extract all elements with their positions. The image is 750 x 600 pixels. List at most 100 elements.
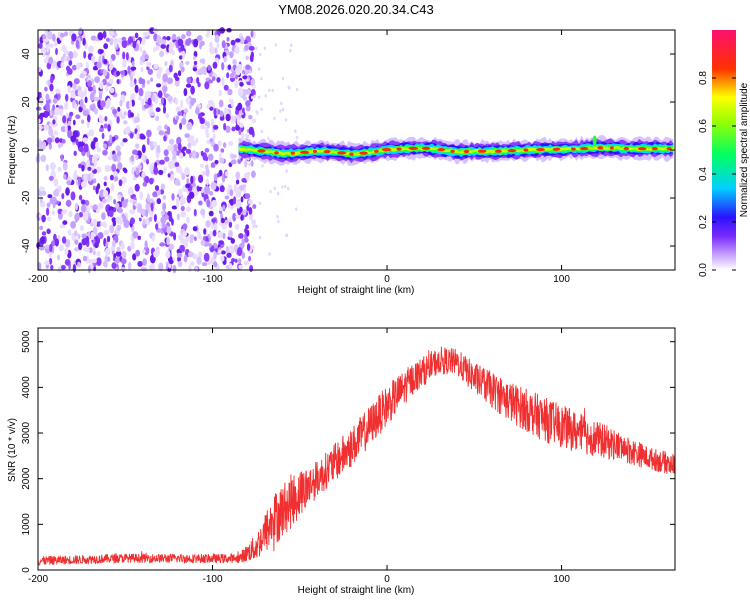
noise-cell xyxy=(236,188,242,196)
noise-cell xyxy=(255,46,258,51)
noise-cell xyxy=(181,117,187,125)
noise-cell xyxy=(235,179,240,185)
noise-cell xyxy=(78,106,83,113)
noise-cell xyxy=(144,240,148,250)
snr-frame xyxy=(37,327,676,571)
noise-cell xyxy=(107,165,113,172)
noise-cell xyxy=(152,191,158,198)
noise-cell xyxy=(174,162,180,167)
noise-cell xyxy=(70,191,76,201)
noise-cell xyxy=(241,251,246,259)
noise-cell xyxy=(154,96,159,104)
noise-cell xyxy=(163,81,168,86)
noise-cell xyxy=(264,93,267,98)
noise-cell xyxy=(82,37,86,46)
noise-cell xyxy=(75,40,80,49)
chart-title: YM08.2026.020.20.34.C43 xyxy=(278,2,433,17)
noise-cell xyxy=(179,201,184,206)
noise-cell xyxy=(77,233,81,240)
y-tick-label: 3000 xyxy=(21,421,32,444)
noise-cell xyxy=(162,195,167,200)
noise-cell xyxy=(69,111,74,117)
noise-cell xyxy=(41,214,46,223)
ridge-peak xyxy=(381,148,392,152)
noise-cell xyxy=(163,149,169,157)
noise-cell xyxy=(177,70,182,77)
noise-cell xyxy=(73,150,77,156)
noise-cell xyxy=(149,264,154,271)
noise-cell xyxy=(117,162,123,171)
noise-cell xyxy=(102,198,107,204)
noise-cell xyxy=(245,89,251,95)
noise-cell xyxy=(75,114,81,119)
noise-cell xyxy=(121,39,128,49)
colorbar-ticks: 0.0 0.2 0.4 0.6 0.8 xyxy=(698,71,736,277)
noise-cell xyxy=(248,199,253,205)
noise-cell xyxy=(147,68,153,75)
noise-cell xyxy=(193,55,196,61)
noise-cell xyxy=(106,235,111,243)
noise-cell xyxy=(54,39,58,47)
noise-cell xyxy=(145,209,149,218)
noise-cell xyxy=(153,166,157,173)
noise-cell xyxy=(186,30,192,37)
noise-cell xyxy=(172,264,177,274)
noise-cell xyxy=(250,79,255,86)
noise-cell xyxy=(212,61,218,69)
noise-cell xyxy=(167,95,173,102)
noise-cell xyxy=(57,265,62,273)
noise-cell xyxy=(78,176,81,186)
noise-cell xyxy=(99,80,104,90)
noise-cell xyxy=(146,91,152,97)
noise-cell xyxy=(60,264,66,270)
noise-cell xyxy=(116,79,120,85)
noise-cell xyxy=(74,203,79,211)
noise-cell xyxy=(92,84,96,92)
noise-cell xyxy=(46,207,50,216)
noise-cell xyxy=(203,252,210,262)
noise-cell xyxy=(214,34,220,43)
noise-cell xyxy=(51,33,56,42)
noise-cell xyxy=(42,141,47,150)
noise-cell xyxy=(213,124,219,130)
noise-cell xyxy=(235,109,239,115)
noise-cell xyxy=(87,166,92,171)
noise-cell xyxy=(60,126,66,133)
noise-cell xyxy=(81,204,87,213)
noise-cell xyxy=(185,206,192,212)
noise-cell xyxy=(140,266,147,272)
noise-cell xyxy=(139,191,143,201)
noise-cell xyxy=(175,115,180,120)
noise-cell xyxy=(225,113,231,122)
ridge-peak xyxy=(495,149,502,153)
noise-cell xyxy=(156,83,162,88)
noise-cell xyxy=(159,242,166,247)
noise-cell xyxy=(277,191,280,196)
noise-cell xyxy=(238,233,244,239)
noise-cell xyxy=(88,265,91,274)
noise-cell xyxy=(216,43,220,48)
noise-cell xyxy=(185,97,191,104)
noise-cell xyxy=(285,169,288,173)
noise-cell xyxy=(175,106,181,113)
noise-cell xyxy=(185,148,192,154)
noise-cell xyxy=(180,44,185,52)
noise-cell xyxy=(213,173,218,182)
noise-cell xyxy=(45,93,50,101)
noise-cell xyxy=(179,122,183,130)
noise-cell xyxy=(127,36,134,45)
noise-cell xyxy=(226,252,232,258)
noise-cell xyxy=(59,108,64,117)
ridge-peak xyxy=(421,146,431,150)
noise-cell xyxy=(196,35,203,41)
noise-cell xyxy=(49,257,53,265)
noise-cell xyxy=(105,85,109,92)
noise-cell xyxy=(83,87,88,97)
noise-cell xyxy=(141,135,146,140)
ridge-peak xyxy=(651,147,658,151)
noise-cell xyxy=(147,193,150,203)
noise-cell xyxy=(117,150,122,157)
noise-cell xyxy=(295,87,299,92)
noise-cell xyxy=(206,121,210,129)
